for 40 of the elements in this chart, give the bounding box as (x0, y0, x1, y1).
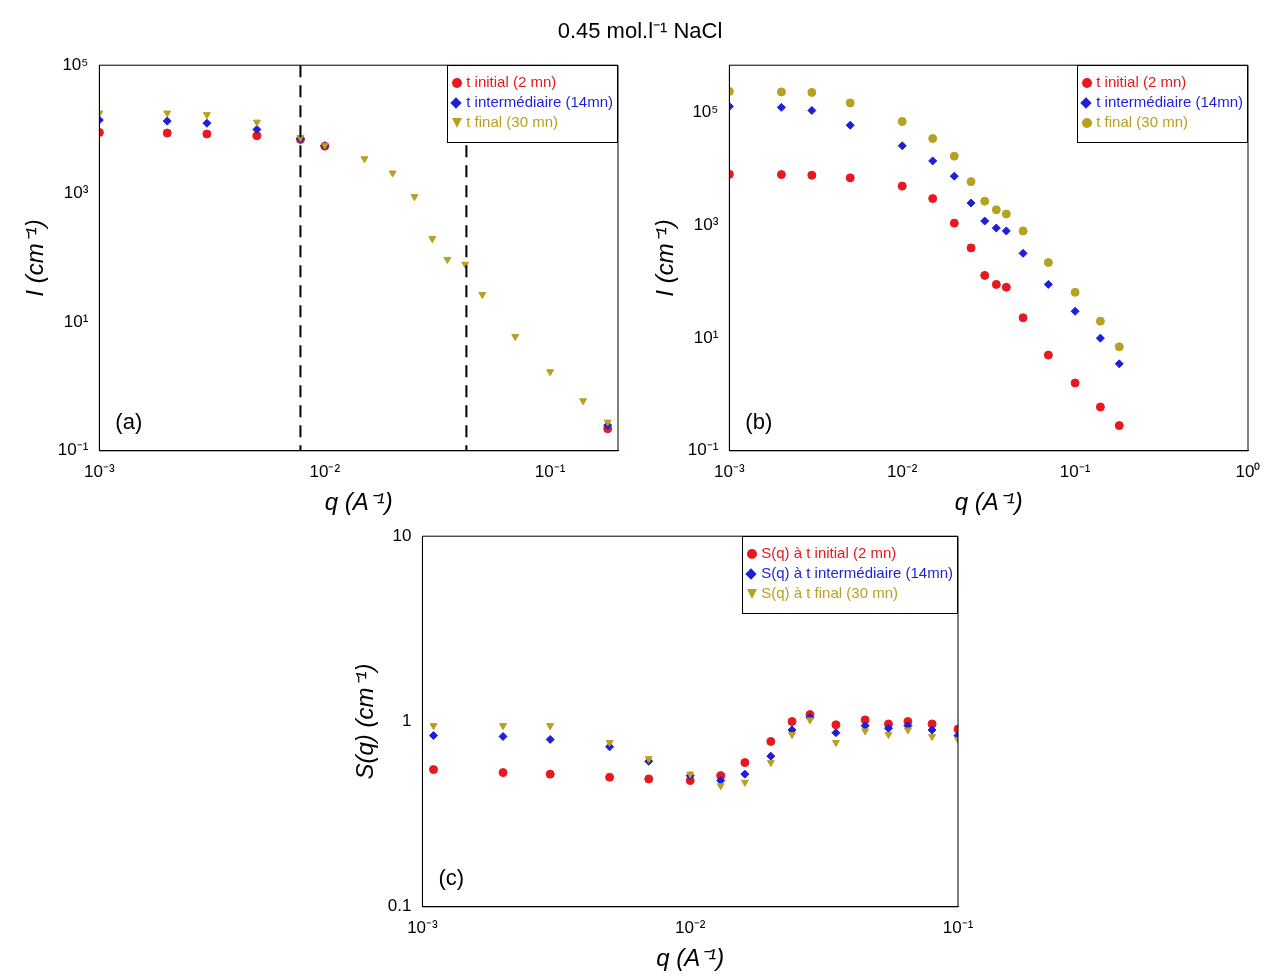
x-tick-label: 10⁻¹ (534, 461, 566, 481)
x-axis-title: q (A⁻¹) (324, 488, 393, 516)
y-tick-label: 10¹ (693, 327, 719, 347)
x-tick-label: 10⁰ (1235, 461, 1261, 481)
y-tick-label: 10³ (63, 183, 89, 203)
annotation: (c) (438, 864, 465, 890)
y-tick-label: 0.1 (387, 896, 412, 916)
x-tick-label: 10⁻² (674, 917, 706, 937)
annotation: (a) (115, 408, 143, 434)
x-tick-label: 10⁻³ (84, 461, 115, 481)
y-tick-label: 10³ (693, 215, 719, 235)
x-tick-label: 10⁻² (886, 461, 918, 481)
y-axis-title: I (cm⁻¹) (21, 219, 49, 297)
y-tick-label: 10⁵ (62, 54, 89, 74)
x-axis-title: q (A⁻¹) (656, 944, 725, 972)
y-axis-title: I (cm⁻¹) (651, 219, 679, 297)
x-tick-label: 10⁻³ (714, 461, 745, 481)
legend-label: t final (30 mn) (465, 112, 559, 133)
y-axis-title: S(q) (cm⁻¹) (351, 663, 379, 780)
x-tick-label: 10⁻¹ (1059, 461, 1091, 481)
y-tick-label: 10⁵ (692, 102, 719, 122)
x-tick-label: 10⁻¹ (942, 917, 974, 937)
y-tick-label: 10⁻¹ (687, 440, 719, 460)
legend-label: t final (30 mn) (1095, 112, 1189, 133)
legend-label: S(q) à t initial (2 mn) (760, 543, 898, 564)
y-tick-label: 10¹ (63, 311, 89, 331)
legend-label: t initial (2 mn) (1095, 72, 1188, 93)
x-tick-label: 10⁻² (309, 461, 341, 481)
chart-title: 0.45 mol.l⁻¹ NaCl (556, 17, 724, 44)
y-tick-label: 10⁻¹ (57, 440, 89, 460)
legend-label: t initial (2 mn) (465, 72, 558, 93)
annotation: (b) (745, 408, 773, 434)
y-tick-label: 1 (401, 711, 412, 731)
legend-label: S(q) à t intermédiaire (14mn) (760, 563, 953, 584)
legend-label: t intermédiaire (14mn) (465, 92, 613, 113)
x-tick-label: 10⁻³ (407, 917, 439, 937)
legend-label: t intermédiaire (14mn) (1095, 92, 1243, 113)
legend-label: S(q) à t final (30 mn) (760, 583, 899, 604)
x-axis-title: q (A⁻¹) (954, 488, 1023, 516)
y-tick-label: 10 (392, 525, 412, 545)
